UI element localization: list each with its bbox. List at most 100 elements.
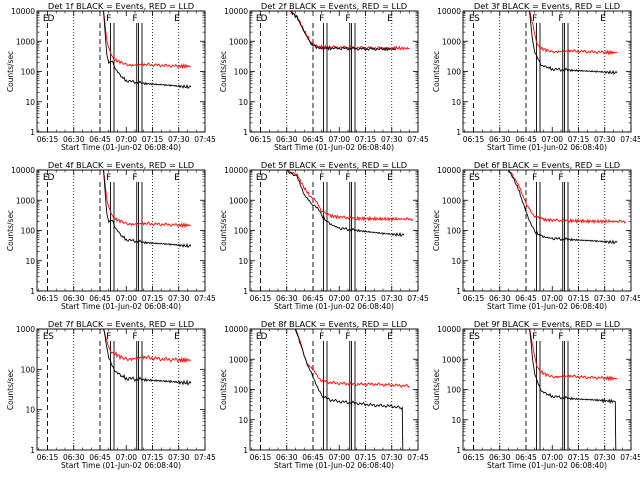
y-tick-label: 100	[234, 68, 249, 77]
segment-label: E	[174, 14, 180, 24]
segment-label: F	[345, 173, 350, 183]
segment-label: E	[600, 173, 606, 183]
y-tick-label: 1	[456, 128, 461, 137]
y-axis-label: Counts/sec	[219, 51, 228, 92]
y-tick-label: 1000	[16, 325, 35, 334]
y-tick-label: 100	[21, 365, 36, 374]
x-tick-label: 06:45	[89, 294, 111, 303]
segment-label: S	[474, 173, 480, 183]
lld-series-line	[250, 11, 410, 51]
lld-series-line	[250, 170, 414, 222]
x-tick-label: 07:45	[407, 453, 429, 462]
segment-label: E	[387, 173, 393, 183]
y-tick-label: 1	[456, 287, 461, 296]
events-series-line	[463, 11, 618, 75]
x-tick-label: 07:30	[381, 294, 403, 303]
y-tick-label: 10	[25, 406, 35, 415]
x-tick-label: 06:15	[37, 135, 59, 144]
segment-label: E	[387, 332, 393, 342]
y-axis-label: Counts/sec	[219, 210, 228, 251]
plot-frame	[462, 328, 632, 451]
x-tick-label: 07:30	[381, 135, 403, 144]
chart-title: Det 2f BLACK = Events, RED = LLD	[261, 1, 407, 11]
x-tick-label: 07:15	[142, 294, 164, 303]
x-tick-label: 07:00	[115, 294, 137, 303]
x-tick-label: 06:15	[463, 294, 485, 303]
y-tick-label: 10	[238, 416, 248, 425]
x-tick-label: 07:45	[407, 135, 429, 144]
x-axis-label: Start Time (01-Jun-02 06:08:40)	[274, 143, 394, 152]
x-tick-label: 06:15	[463, 453, 485, 462]
plot-area	[37, 11, 192, 132]
x-tick-label: 07:15	[568, 135, 590, 144]
x-tick-label: 07:45	[194, 135, 216, 144]
y-tick-label: 1000	[442, 196, 461, 205]
chart-title: Det 5f BLACK = Events, RED = LLD	[261, 160, 407, 170]
segment-label: E	[43, 332, 49, 342]
y-tick-label: 10000	[437, 7, 461, 16]
segment-label: E	[600, 332, 606, 342]
segment-label: F	[345, 332, 350, 342]
y-axis-label: Counts/sec	[6, 369, 15, 410]
segment-label: E	[469, 14, 475, 24]
segment-label: F	[132, 173, 137, 183]
y-tick-label: 10	[451, 257, 461, 266]
x-tick-label: 06:45	[515, 135, 537, 144]
events-series-line	[250, 11, 396, 52]
x-axis-label: Start Time (01-Jun-02 06:08:40)	[274, 461, 394, 470]
segment-label: E	[174, 173, 180, 183]
x-tick-label: 06:45	[302, 135, 324, 144]
y-axis-label: Counts/sec	[6, 51, 15, 92]
lld-series-line	[463, 11, 618, 56]
x-tick-label: 07:15	[568, 294, 590, 303]
segment-label: F	[106, 173, 111, 183]
segment-label: F	[558, 14, 563, 24]
segment-label: E	[387, 14, 393, 24]
plot-frame	[249, 169, 419, 292]
x-tick-label: 07:30	[168, 135, 190, 144]
x-tick-label: 06:45	[89, 135, 111, 144]
plot-frame	[462, 169, 632, 292]
events-series-line	[463, 329, 617, 450]
x-tick-label: 07:00	[328, 453, 350, 462]
segment-label: D	[48, 173, 55, 183]
x-axis-label: Start Time (01-Jun-02 06:08:40)	[487, 302, 607, 311]
x-axis-label: Start Time (01-Jun-02 06:08:40)	[487, 143, 607, 152]
y-tick-label: 10000	[11, 166, 35, 175]
y-tick-label: 10000	[224, 7, 248, 16]
plot-frame	[462, 10, 632, 133]
x-tick-label: 07:45	[620, 135, 640, 144]
y-tick-label: 100	[21, 227, 36, 236]
y-tick-label: 10000	[437, 166, 461, 175]
x-tick-label: 06:30	[489, 294, 511, 303]
x-tick-label: 06:15	[250, 453, 272, 462]
segment-label: E	[256, 14, 262, 24]
segment-label: S	[474, 14, 480, 24]
lld-series-line	[37, 329, 192, 364]
y-tick-label: 1	[30, 446, 35, 455]
y-tick-label: 10	[451, 416, 461, 425]
chart-title: Det 3f BLACK = Events, RED = LLD	[474, 1, 620, 11]
y-axis-label: Counts/sec	[219, 369, 228, 410]
x-tick-label: 07:00	[541, 294, 563, 303]
x-axis-label: Start Time (01-Jun-02 06:08:40)	[61, 143, 181, 152]
segment-label: D	[261, 14, 268, 24]
segment-label: F	[319, 14, 324, 24]
x-tick-label: 07:00	[328, 294, 350, 303]
x-tick-label: 06:15	[250, 294, 272, 303]
segment-label: F	[558, 332, 563, 342]
segment-label: E	[43, 173, 49, 183]
y-tick-label: 1000	[229, 196, 248, 205]
x-tick-label: 06:45	[515, 453, 537, 462]
lld-series-line	[37, 11, 192, 70]
events-series-line	[37, 11, 192, 90]
y-tick-label: 1	[30, 287, 35, 296]
x-tick-label: 07:30	[594, 294, 616, 303]
plot-frame	[36, 328, 206, 451]
segment-label: E	[469, 332, 475, 342]
y-tick-label: 10	[238, 98, 248, 107]
